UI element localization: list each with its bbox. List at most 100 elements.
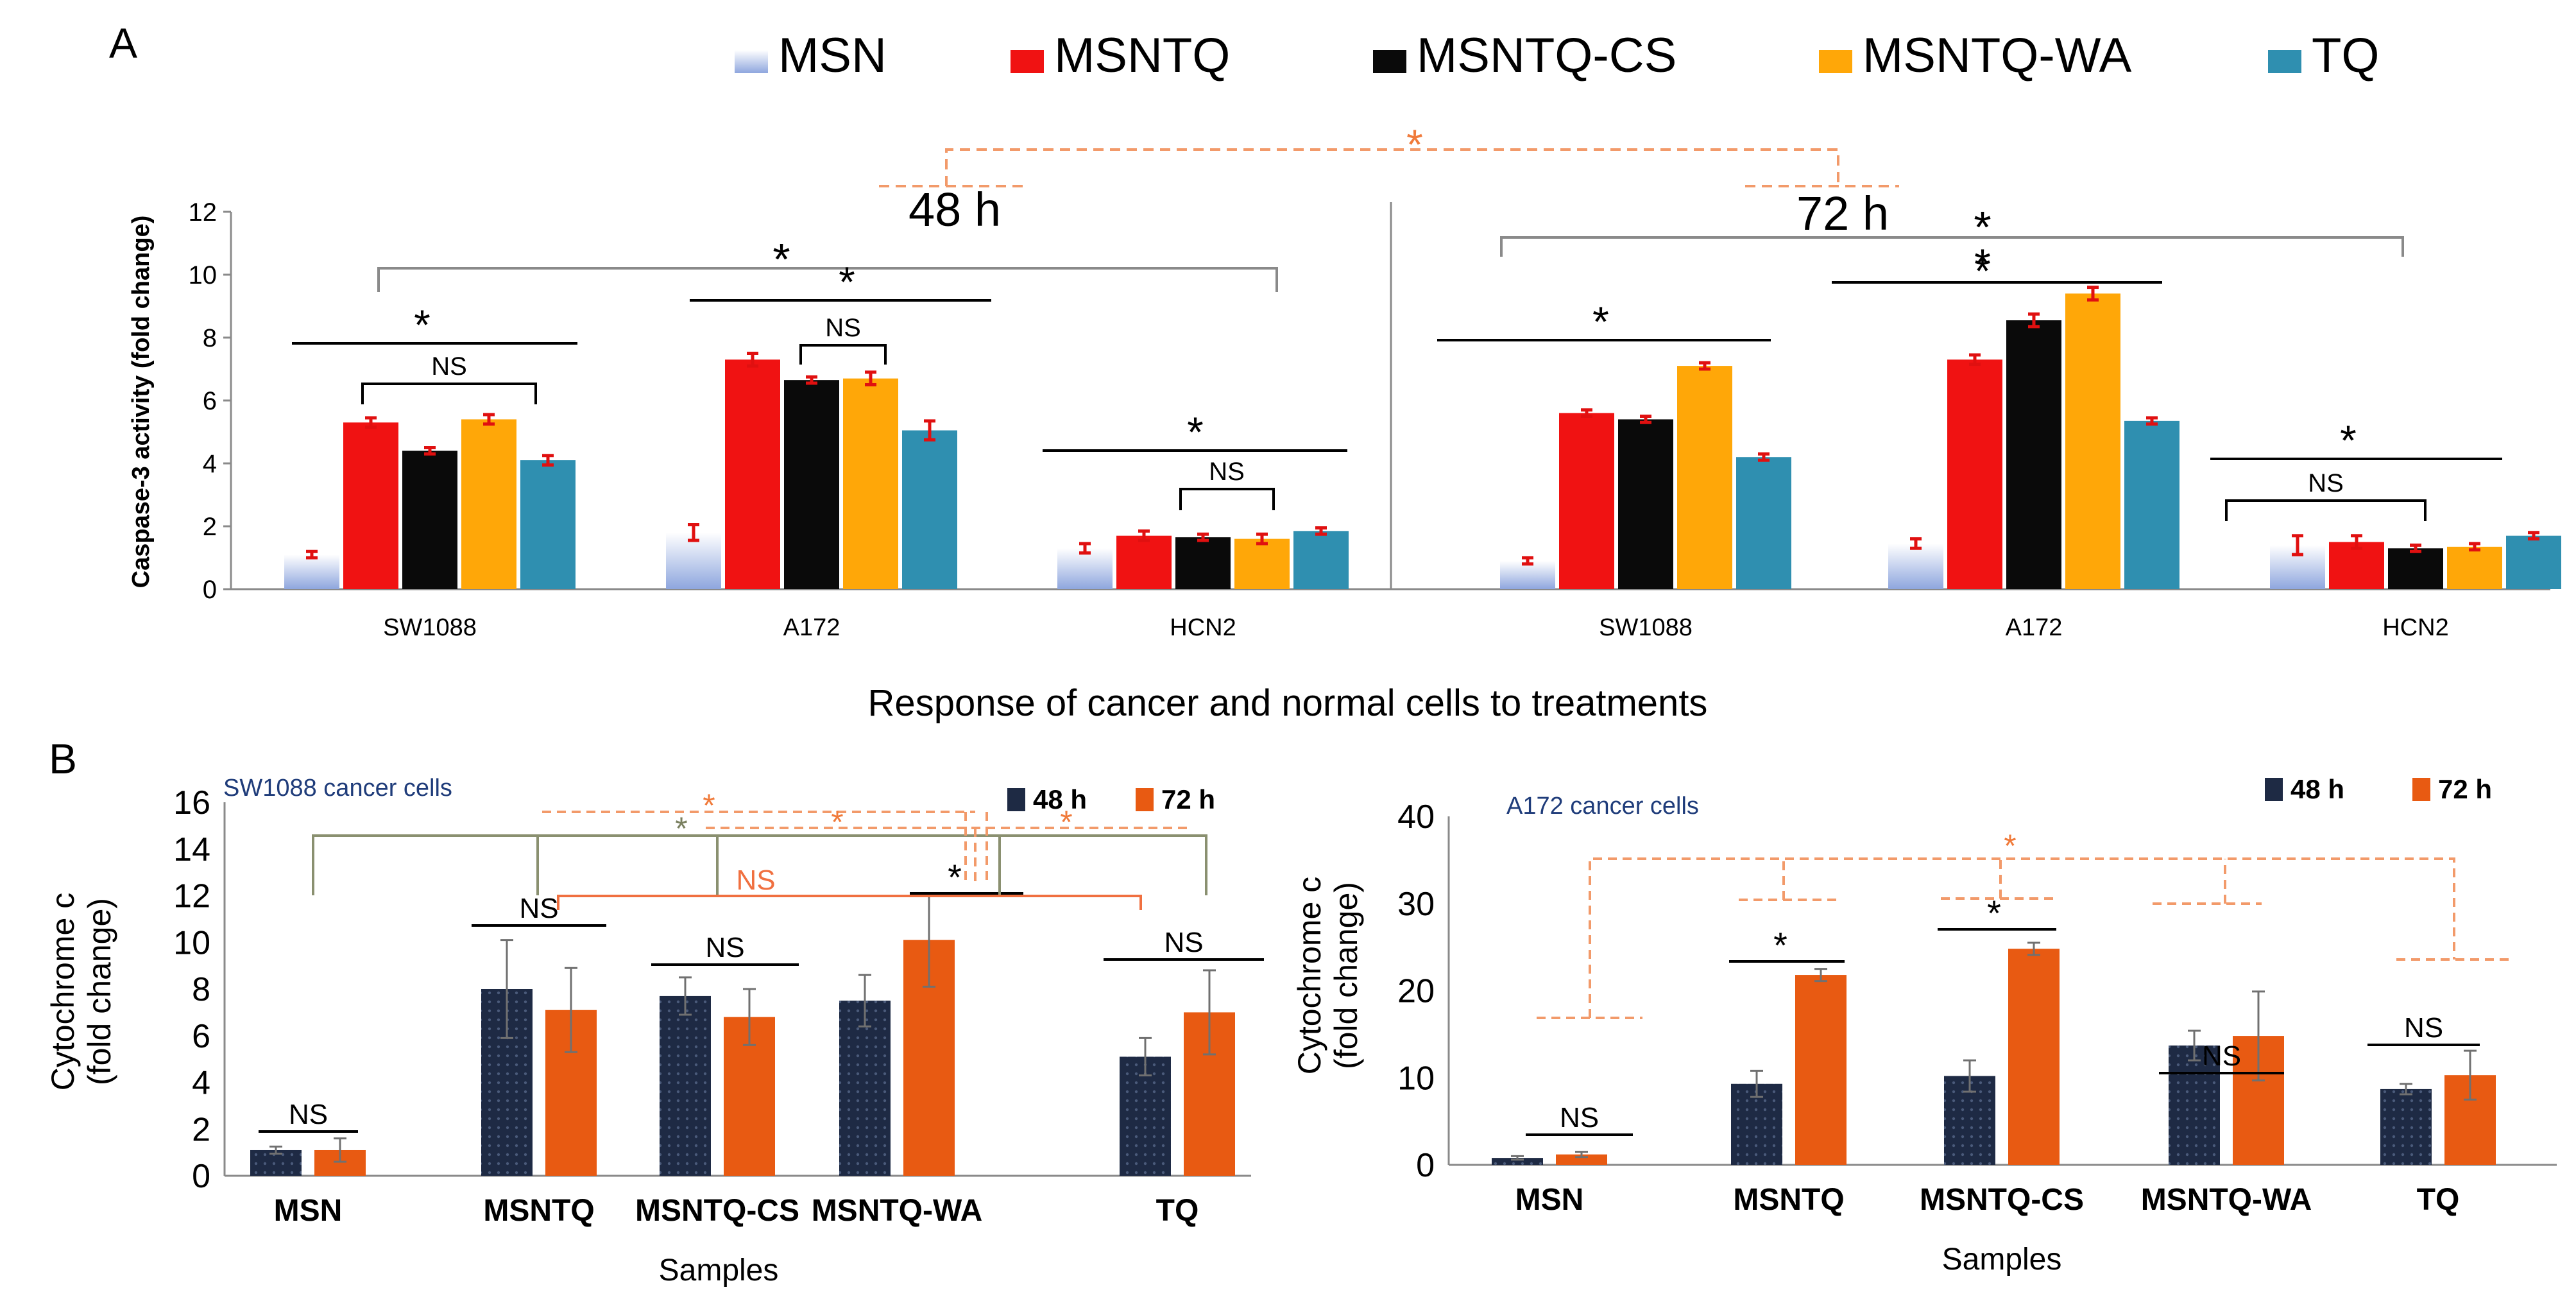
bar-msntq-wa <box>843 378 898 589</box>
bar-48h <box>2169 1046 2220 1165</box>
sig-star-b2-orange: * <box>2004 828 2016 864</box>
ns-label-b1: NS <box>705 932 744 963</box>
bar-msntq <box>725 359 780 589</box>
category-label: SW1088 <box>383 614 477 641</box>
sig-star-b2: * <box>1773 925 1787 965</box>
ns-label-b1-orange: NS <box>736 865 775 896</box>
category-label: A172 <box>2006 614 2063 641</box>
legend-label-b2: 48 h <box>2290 774 2344 804</box>
bar-tq <box>1736 457 1791 589</box>
bar-msn <box>1888 543 1943 589</box>
bar-72h <box>1795 975 1847 1165</box>
category-label-b1: MSNTQ <box>483 1194 594 1228</box>
bar-msntq <box>343 422 398 589</box>
sig-bracket-b1-olive <box>312 834 1207 895</box>
bar-msntq-cs <box>784 380 839 589</box>
bar-msntq-wa <box>461 419 516 589</box>
ns-label-b2: NS <box>2404 1012 2443 1044</box>
sig-star-b1-orange: * <box>831 804 843 840</box>
ns-label-b1: NS <box>519 893 558 924</box>
sig-star-a: * <box>1592 298 1609 345</box>
sig-star-a: * <box>1974 202 1991 252</box>
category-label-b2: MSNTQ-WA <box>2141 1183 2312 1217</box>
sig-star-a: * <box>1187 408 1204 456</box>
legend-swatch-b1 <box>1007 788 1025 811</box>
legend-label-tq: TQ <box>2312 28 2380 83</box>
sig-star-a: * <box>1974 247 1991 295</box>
y-tick-label-a: 6 <box>203 387 217 415</box>
ns-label-a: NS <box>1209 458 1245 486</box>
sig-star-orange-a: * <box>1406 121 1423 168</box>
ns-bracket-a <box>361 383 537 404</box>
legend-swatch-tq <box>2268 50 2301 73</box>
y-tick-label-b1: 10 <box>173 924 210 961</box>
chart-title-b2: A172 cancer cells <box>1506 793 1699 820</box>
sig-bracket-b2-dash <box>1589 857 2455 1018</box>
sig-star-a: * <box>1974 240 1991 288</box>
ns-label-b1: NS <box>289 1099 328 1130</box>
y-tick-label-b1: 12 <box>173 878 210 915</box>
sig-star-a: * <box>2340 417 2357 464</box>
bar-48h <box>660 995 711 1176</box>
sig-star-b1: * <box>948 857 962 897</box>
bar-tq <box>902 430 957 589</box>
bar-msntq <box>1947 359 2002 589</box>
y-tick-label-b2: 20 <box>1397 973 1435 1010</box>
bar-tq <box>2506 535 2561 589</box>
bar-48h <box>1120 1056 1171 1176</box>
ns-bracket-a <box>799 344 887 365</box>
bar-msntq-cs <box>1175 537 1231 589</box>
group-label-72h: 72 h <box>1796 187 1889 240</box>
sig-star-a: * <box>839 258 855 305</box>
ns-bracket-a <box>2225 499 2427 521</box>
category-label-b1: MSN <box>274 1194 343 1228</box>
legend-label-msntq-wa: MSNTQ-WA <box>1863 28 2132 83</box>
y-tick-label-b2: 0 <box>1416 1147 1435 1184</box>
y-tick-label-a: 0 <box>203 576 217 604</box>
x-axis-title-b2: Samples <box>1942 1243 2062 1277</box>
y-tick-label-a: 2 <box>203 513 217 541</box>
legend-swatch-msn <box>735 50 768 73</box>
ns-label-a: NS <box>825 314 861 342</box>
bar-msntq-wa <box>2065 293 2120 589</box>
category-label-b2: MSNTQ <box>1733 1183 1844 1217</box>
legend-swatch-msntq-wa <box>1819 50 1852 73</box>
bar-msn <box>1057 548 1113 589</box>
bar-msntq-wa <box>1677 366 1732 589</box>
ns-label-a: NS <box>431 352 467 381</box>
ns-label-b1: NS <box>1164 927 1203 958</box>
ns-label-a: NS <box>2308 469 2344 497</box>
y-tick-label-a: 10 <box>189 261 218 289</box>
category-label: HCN2 <box>1170 614 1236 641</box>
bar-48h <box>839 1001 891 1176</box>
panel-label-a: A <box>109 19 137 67</box>
sig-bracket-a-top <box>945 148 1839 186</box>
bar-msntq-wa <box>2447 546 2502 589</box>
legend-swatch-b2 <box>2265 778 2283 801</box>
bar-tq <box>520 460 576 589</box>
bar-msntq <box>1559 413 1614 589</box>
y-axis-title-a: Caspase-3 activity (fold change) <box>128 216 155 589</box>
bar-72h <box>2008 949 2060 1165</box>
sig-star-a: * <box>414 301 431 349</box>
y-tick-label-a: 4 <box>203 450 217 478</box>
bar-tq <box>2124 420 2179 589</box>
category-label: A172 <box>783 614 840 641</box>
bar-msntq-cs <box>2388 548 2443 589</box>
bar-msntq-cs <box>1618 419 1673 589</box>
sig-star-b2: * <box>1987 893 2001 933</box>
sig-bracket-a-48h <box>377 267 1278 292</box>
bar-48h <box>1492 1158 1543 1165</box>
y-tick-label-b2: 40 <box>1397 798 1435 836</box>
legend-swatch-msntq-cs <box>1373 50 1406 73</box>
sig-star-b1-olive: * <box>675 811 687 847</box>
legend-label-b1: 48 h <box>1033 784 1087 814</box>
legend-swatch-msntq <box>1011 50 1044 73</box>
sig-bracket-a-72h <box>1500 236 2404 257</box>
category-label-b2: MSNTQ-CS <box>1920 1183 2084 1217</box>
y-tick-label-b1: 14 <box>173 831 210 868</box>
category-label: SW1088 <box>1599 614 1693 641</box>
legend-label-msntq: MSNTQ <box>1054 28 1230 83</box>
bar-msntq-wa <box>1234 538 1290 589</box>
